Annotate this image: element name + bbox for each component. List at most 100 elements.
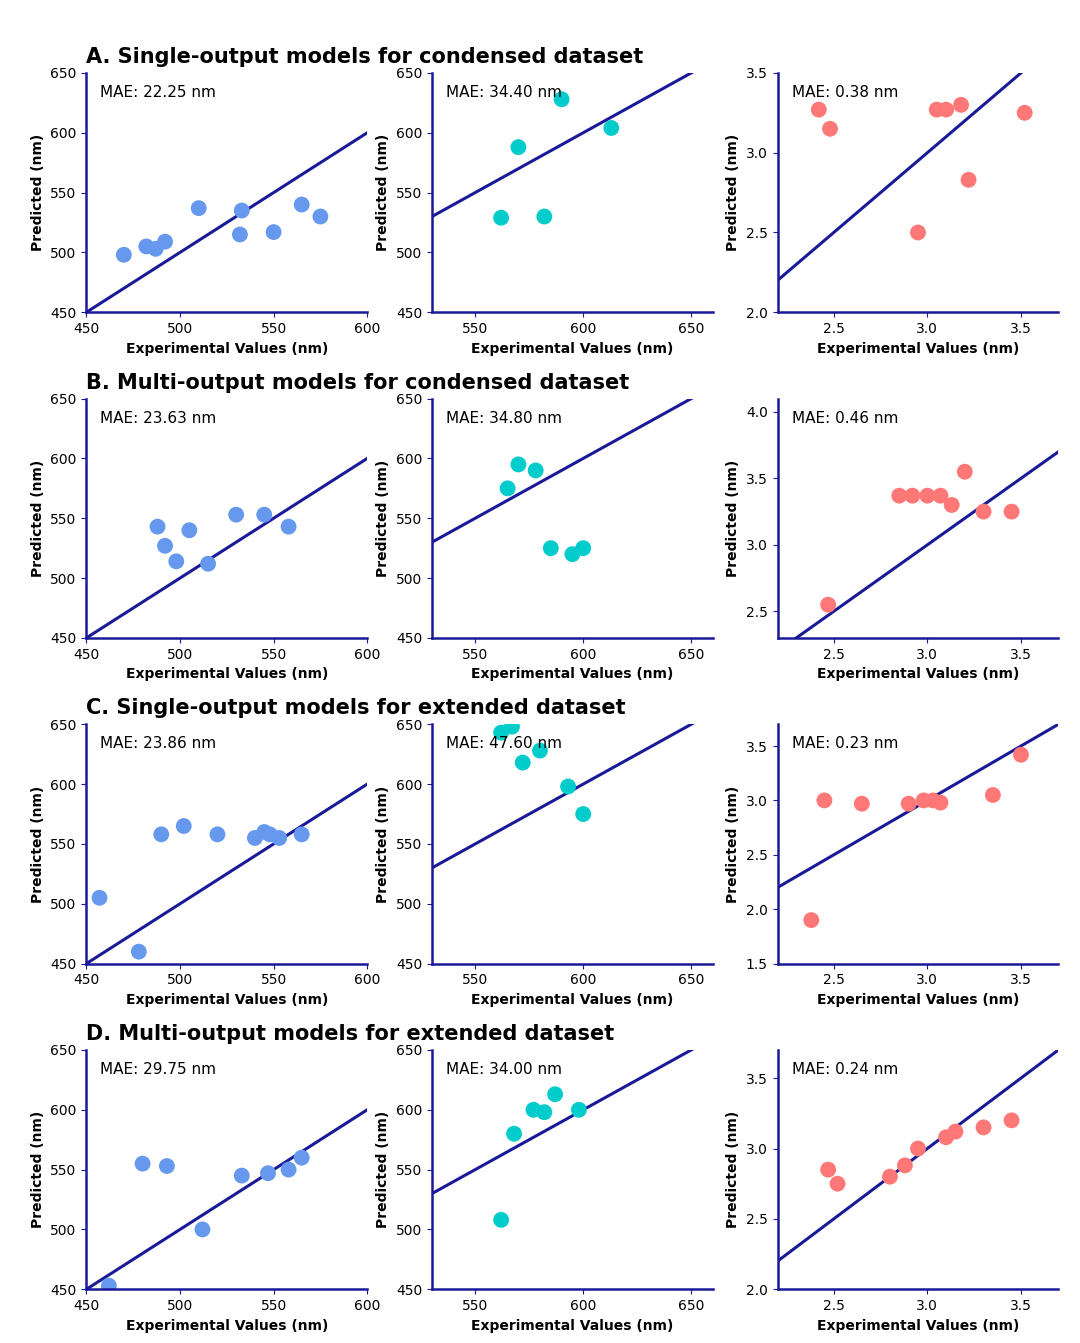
Point — [975, 1116, 993, 1138]
Point — [984, 784, 1001, 806]
Point — [575, 537, 592, 559]
Point — [820, 594, 837, 615]
Text: MAE: 29.75 nm: MAE: 29.75 nm — [100, 1062, 216, 1077]
Point — [228, 504, 245, 525]
Point — [510, 137, 527, 158]
X-axis label: Experimental Values (nm): Experimental Values (nm) — [125, 1319, 328, 1332]
Y-axis label: Predicted (nm): Predicted (nm) — [376, 134, 390, 251]
Y-axis label: Predicted (nm): Predicted (nm) — [30, 1111, 44, 1229]
Point — [900, 792, 917, 814]
Point — [175, 815, 192, 837]
Point — [559, 776, 577, 798]
Point — [503, 716, 521, 737]
X-axis label: Experimental Values (nm): Experimental Values (nm) — [471, 992, 674, 1007]
Text: C. Single-output models for extended dataset: C. Single-output models for extended dat… — [86, 698, 626, 719]
Point — [510, 454, 527, 475]
X-axis label: Experimental Values (nm): Experimental Values (nm) — [471, 1319, 674, 1332]
Point — [810, 99, 827, 121]
Point — [149, 516, 166, 537]
Point — [193, 1218, 211, 1240]
Text: MAE: 0.23 nm: MAE: 0.23 nm — [792, 736, 897, 751]
Point — [603, 117, 620, 138]
Point — [91, 886, 108, 908]
Text: MAE: 23.63 nm: MAE: 23.63 nm — [100, 411, 217, 426]
Point — [975, 501, 993, 522]
Point — [293, 1147, 310, 1168]
Y-axis label: Predicted (nm): Predicted (nm) — [727, 786, 740, 902]
X-axis label: Experimental Values (nm): Experimental Values (nm) — [816, 667, 1020, 681]
Y-axis label: Predicted (nm): Predicted (nm) — [30, 459, 44, 577]
Point — [828, 1172, 846, 1194]
X-axis label: Experimental Values (nm): Experimental Values (nm) — [471, 341, 674, 356]
Y-axis label: Predicted (nm): Predicted (nm) — [727, 1111, 741, 1229]
Text: B. Multi-output models for condensed dataset: B. Multi-output models for condensed dat… — [86, 372, 630, 392]
Point — [312, 205, 329, 227]
Point — [505, 1123, 523, 1144]
Point — [924, 790, 942, 811]
X-axis label: Experimental Values (nm): Experimental Values (nm) — [816, 1319, 1020, 1332]
Point — [157, 231, 174, 252]
Point — [280, 516, 297, 537]
Point — [180, 520, 198, 541]
Point — [909, 222, 927, 243]
Point — [932, 485, 949, 506]
Point — [536, 205, 553, 227]
Point — [1003, 501, 1021, 522]
Text: MAE: 22.25 nm: MAE: 22.25 nm — [100, 85, 216, 99]
Point — [259, 1163, 276, 1185]
Point — [553, 89, 570, 110]
X-axis label: Experimental Values (nm): Experimental Values (nm) — [816, 341, 1020, 356]
Point — [231, 224, 248, 246]
Point — [233, 200, 251, 222]
Point — [531, 740, 549, 761]
Point — [499, 478, 516, 500]
Point — [261, 823, 279, 845]
Point — [564, 544, 581, 565]
Point — [200, 553, 217, 575]
Point — [928, 99, 945, 121]
Point — [280, 1159, 297, 1180]
Point — [909, 1138, 927, 1159]
Y-axis label: Predicted (nm): Predicted (nm) — [376, 1111, 390, 1229]
Point — [960, 169, 977, 191]
Y-axis label: Predicted (nm): Predicted (nm) — [376, 786, 390, 902]
Point — [100, 1275, 118, 1296]
Point — [492, 1209, 510, 1230]
X-axis label: Experimental Values (nm): Experimental Values (nm) — [125, 992, 328, 1007]
Y-axis label: Predicted (nm): Predicted (nm) — [376, 459, 390, 577]
Point — [233, 1164, 251, 1186]
Point — [904, 485, 921, 506]
Text: MAE: 0.24 nm: MAE: 0.24 nm — [792, 1062, 897, 1077]
Point — [891, 485, 908, 506]
Point — [896, 1155, 914, 1176]
Text: MAE: 47.60 nm: MAE: 47.60 nm — [446, 736, 562, 751]
Text: MAE: 34.80 nm: MAE: 34.80 nm — [446, 411, 562, 426]
Point — [492, 723, 510, 744]
Y-axis label: Predicted (nm): Predicted (nm) — [30, 134, 44, 251]
Point — [492, 207, 510, 228]
Point — [147, 238, 164, 259]
Point — [514, 752, 531, 774]
Point — [575, 803, 592, 825]
Point — [915, 790, 932, 811]
Y-axis label: Predicted (nm): Predicted (nm) — [727, 459, 741, 577]
Text: MAE: 23.86 nm: MAE: 23.86 nm — [100, 736, 217, 751]
Point — [167, 551, 185, 572]
Text: MAE: 34.40 nm: MAE: 34.40 nm — [446, 85, 562, 99]
Point — [293, 823, 310, 845]
Point — [293, 193, 310, 215]
X-axis label: Experimental Values (nm): Experimental Values (nm) — [816, 992, 1020, 1007]
Point — [570, 1099, 588, 1120]
Point — [271, 827, 288, 849]
Text: MAE: 0.46 nm: MAE: 0.46 nm — [792, 411, 897, 426]
Point — [802, 909, 820, 931]
Point — [157, 535, 174, 556]
Point — [190, 197, 207, 219]
Text: MAE: 34.00 nm: MAE: 34.00 nm — [446, 1062, 562, 1077]
Point — [881, 1166, 899, 1187]
Point — [152, 823, 170, 845]
Point — [116, 244, 133, 266]
Point — [256, 821, 273, 842]
Point — [542, 537, 559, 559]
Point — [919, 485, 936, 506]
